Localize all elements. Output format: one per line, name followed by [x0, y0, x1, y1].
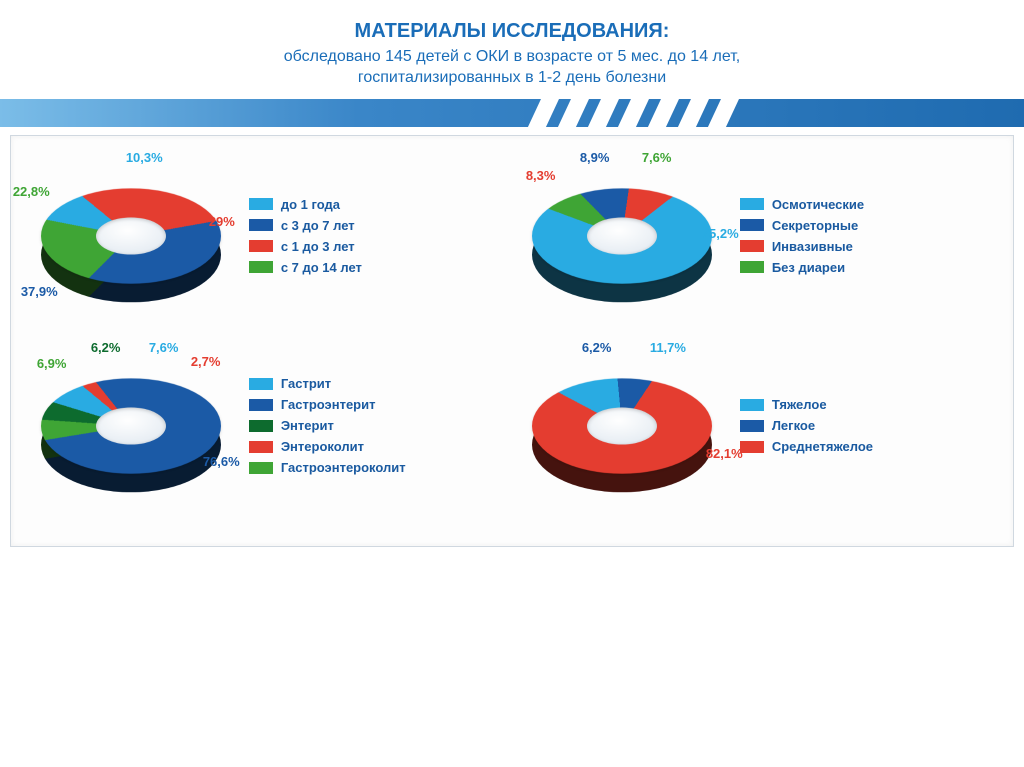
legend-swatch: [249, 198, 273, 210]
legend-swatch: [249, 261, 273, 273]
slide-header: МАТЕРИАЛЫ ИССЛЕДОВАНИЯ: обследовано 145 …: [0, 0, 1024, 99]
slide-title: МАТЕРИАЛЫ ИССЛЕДОВАНИЯ:: [40, 20, 984, 43]
legend-item: Секреторные: [740, 218, 890, 233]
legend-item: Легкое: [740, 418, 890, 433]
legend-label: Энтерит: [281, 418, 334, 433]
chart-percent-label: 75,2%: [702, 226, 739, 241]
chart-percent-label: 22,8%: [13, 184, 50, 199]
chart-percent-label: 29%: [209, 214, 235, 229]
slide-subtitle-1: обследовано 145 детей с ОКИ в возрасте о…: [40, 47, 984, 68]
legend-swatch: [740, 441, 764, 453]
donut-chart: 10,3%29%37,9%22,8%: [31, 156, 231, 316]
legend-swatch: [249, 378, 273, 390]
donut-chart: 7,6%8,9%8,3%75,2%: [522, 156, 722, 316]
legend-item: Гастроэнтероколит: [249, 460, 406, 475]
legend-item: до 1 года: [249, 197, 399, 212]
chart-type: 7,6%8,9%8,3%75,2% Осмотические Секреторные…: [522, 156, 993, 316]
banner-stripes: [534, 99, 774, 127]
legend-label: Гастрит: [281, 376, 331, 391]
legend-swatch: [249, 462, 273, 474]
legend-label: с 1 до 3 лет: [281, 239, 355, 254]
chart-percent-label: 6,2%: [91, 340, 121, 355]
legend-swatch: [740, 198, 764, 210]
slide-subtitle-2: госпитализированных в 1-2 день болезни: [40, 68, 984, 89]
legend-item: Энтерит: [249, 418, 406, 433]
legend-swatch: [740, 420, 764, 432]
legend-item: Среднетяжелое: [740, 439, 890, 454]
legend-label: Секреторные: [772, 218, 858, 233]
legend-swatch: [249, 420, 273, 432]
chart-percent-label: 76,6%: [203, 454, 240, 469]
legend-swatch: [249, 441, 273, 453]
chart-severity: 11,7%6,2%82,1% Тяжелое Легкое Среднетяжелое: [522, 346, 993, 506]
legend-item: Осмотические: [740, 197, 890, 212]
legend-swatch: [249, 240, 273, 252]
chart-percent-label: 82,1%: [706, 446, 743, 461]
chart-row-1: 10,3%29%37,9%22,8% до 1 года с 3 до 7 лет с…: [21, 156, 1003, 316]
chart-percent-label: 6,9%: [37, 356, 67, 371]
chart-age: 10,3%29%37,9%22,8% до 1 года с 3 до 7 лет с…: [31, 156, 502, 316]
legend-swatch: [740, 240, 764, 252]
charts-container: 10,3%29%37,9%22,8%до 1 годас 3 до 7 летс…: [10, 135, 1014, 547]
chart-diagnosis: 7,6%2,7%6,2%6,9%76,6% Гастрит Гастроэнтери…: [31, 346, 502, 506]
chart-percent-label: 6,2%: [582, 340, 612, 355]
legend-label: с 7 до 14 лет: [281, 260, 362, 275]
legend-item: с 3 до 7 лет: [249, 218, 399, 233]
chart-percent-label: 8,3%: [526, 168, 556, 183]
legend-label: Гастроэнтероколит: [281, 460, 406, 475]
chart-percent-label: 7,6%: [149, 340, 179, 355]
legend-swatch: [249, 399, 273, 411]
legend-label: до 1 года: [281, 197, 340, 212]
chart-percent-label: 2,7%: [191, 354, 221, 369]
legend-item: Без диареи: [740, 260, 890, 275]
donut-chart: 7,6%2,7%6,2%6,9%76,6%: [31, 346, 231, 506]
legend-label: Осмотические: [772, 197, 864, 212]
donut-chart: 11,7%6,2%82,1%: [522, 346, 722, 506]
chart-legend: Гастрит Гастроэнтерит Энтерит Энтероколит Га…: [249, 376, 406, 475]
legend-item: Энтероколит: [249, 439, 406, 454]
chart-legend: Тяжелое Легкое Среднетяжелое: [740, 397, 890, 454]
legend-swatch: [249, 219, 273, 231]
chart-percent-label: 7,6%: [642, 150, 672, 165]
legend-swatch: [740, 219, 764, 231]
legend-label: Среднетяжелое: [772, 439, 873, 454]
legend-label: Тяжелое: [772, 397, 827, 412]
chart-legend: Осмотические Секреторные Инвазивные Без диа…: [740, 197, 890, 275]
legend-label: с 3 до 7 лет: [281, 218, 355, 233]
legend-label: Легкое: [772, 418, 815, 433]
chart-percent-label: 37,9%: [21, 284, 58, 299]
chart-row-2: 7,6%2,7%6,2%6,9%76,6% Гастрит Гастроэнтери…: [21, 346, 1003, 506]
chart-percent-label: 11,7%: [650, 340, 686, 355]
chart-percent-label: 10,3%: [126, 150, 163, 165]
legend-item: с 7 до 14 лет: [249, 260, 399, 275]
chart-percent-label: 8,9%: [580, 150, 610, 165]
legend-label: Без диареи: [772, 260, 845, 275]
legend-label: Энтероколит: [281, 439, 364, 454]
legend-label: Инвазивные: [772, 239, 853, 254]
legend-item: с 1 до 3 лет: [249, 239, 399, 254]
legend-swatch: [740, 261, 764, 273]
legend-swatch: [740, 399, 764, 411]
legend-item: Тяжелое: [740, 397, 890, 412]
legend-item: Инвазивные: [740, 239, 890, 254]
legend-item: Гастроэнтерит: [249, 397, 406, 412]
decorative-banner: [0, 99, 1024, 127]
chart-legend: до 1 года с 3 до 7 лет с 1 до 3 лет с 7 до …: [249, 197, 399, 275]
legend-label: Гастроэнтерит: [281, 397, 376, 412]
legend-item: Гастрит: [249, 376, 406, 391]
